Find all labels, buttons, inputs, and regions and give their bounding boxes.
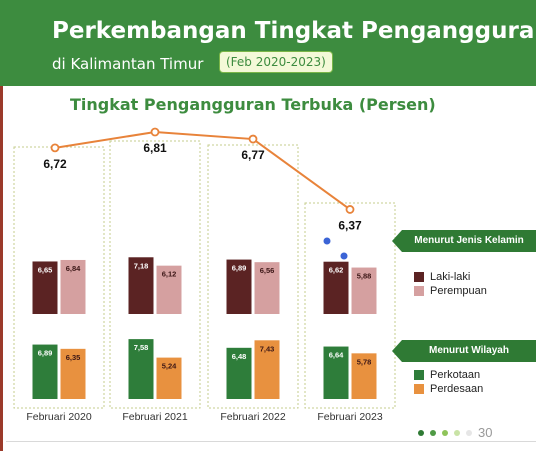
bar-perempuan xyxy=(156,265,182,314)
panel-februari-2021 xyxy=(109,140,201,409)
data-label-perkotaan: 7,58 xyxy=(134,343,149,352)
data-label-perdesaan: 5,24 xyxy=(162,362,177,371)
data-label-perdesaan: 7,43 xyxy=(260,344,275,353)
total-label: 6,81 xyxy=(143,141,167,155)
bar-perdesaan xyxy=(254,340,280,399)
chart-title: Tingkat Pengangguran Terbuka (Persen) xyxy=(70,95,436,114)
page-dot xyxy=(466,430,472,436)
region-section-tag: Menurut Wilayah xyxy=(392,340,536,362)
data-label-perdesaan: 6,35 xyxy=(66,353,81,362)
region-legend: Perkotaan Perdesaan xyxy=(414,368,483,396)
legend-label-perkotaan: Perkotaan xyxy=(430,369,481,381)
data-label-perempuan: 6,84 xyxy=(66,264,81,273)
panel-februari-2023 xyxy=(304,202,396,409)
legend-swatch-perdesaan xyxy=(414,384,424,394)
legend-label-laki: Laki-laki xyxy=(430,271,471,283)
category-label-februari-2021: Februari 2021 xyxy=(122,411,188,423)
bar-perkotaan xyxy=(128,339,154,399)
left-edge-stripe xyxy=(0,0,3,451)
page-subtitle: di Kalimantan Timur xyxy=(52,55,204,73)
total-label: 6,37 xyxy=(338,218,362,232)
gender-legend: Laki-laki Perempuan xyxy=(414,270,487,298)
category-label-februari-2023: Februari 2023 xyxy=(317,411,383,423)
total-point xyxy=(248,134,258,144)
data-label-laki-laki: 6,65 xyxy=(38,265,53,274)
legend-swatch-laki xyxy=(414,272,424,282)
bar-laki-laki xyxy=(323,261,349,314)
bar-perempuan xyxy=(60,259,86,314)
bar-perdesaan xyxy=(351,353,377,399)
total-label: 6,72 xyxy=(43,157,67,171)
data-label-laki-laki: 6,62 xyxy=(329,266,344,275)
panel-februari-2020 xyxy=(13,146,105,409)
panel-februari-2022 xyxy=(207,144,299,409)
period-badge: (Feb 2020-2023) xyxy=(219,51,333,73)
bar-perempuan xyxy=(254,262,280,314)
legend-label-perempuan: Perempuan xyxy=(430,285,487,297)
page-dot xyxy=(418,430,424,436)
data-label-perkotaan: 6,48 xyxy=(232,352,247,361)
page-title: Perkembangan Tingkat Pengangguran xyxy=(52,18,536,44)
bar-perdesaan xyxy=(156,357,182,399)
category-label-februari-2020: Februari 2020 xyxy=(26,411,92,423)
bar-laki-laki xyxy=(226,259,252,314)
total-point xyxy=(50,143,60,153)
data-label-perempuan: 6,56 xyxy=(260,266,275,275)
total-label: 6,77 xyxy=(241,148,265,162)
bar-laki-laki xyxy=(128,257,154,314)
page-dot xyxy=(430,430,436,436)
page-number: 30 xyxy=(478,425,493,440)
data-label-laki-laki: 7,18 xyxy=(134,261,149,270)
legend-item-perkotaan: Perkotaan xyxy=(414,368,483,382)
data-label-perkotaan: 6,64 xyxy=(329,351,344,360)
legend-swatch-perempuan xyxy=(414,286,424,296)
data-label-perkotaan: 6,89 xyxy=(38,349,53,358)
page-dot xyxy=(454,430,460,436)
data-label-perempuan: 5,88 xyxy=(357,272,372,281)
gender-section-tag: Menurut Jenis Kelamin xyxy=(392,230,536,252)
legend-label-perdesaan: Perdesaan xyxy=(430,383,484,395)
data-label-perdesaan: 5,78 xyxy=(357,357,372,366)
data-label-perempuan: 6,12 xyxy=(162,270,177,279)
bar-perdesaan xyxy=(60,348,86,399)
bar-perkotaan xyxy=(32,344,58,399)
legend-item-perdesaan: Perdesaan xyxy=(414,382,483,396)
total-line xyxy=(54,130,351,211)
legend-item-laki: Laki-laki xyxy=(414,270,487,284)
bar-perkotaan xyxy=(226,347,252,399)
footer-divider xyxy=(6,441,536,442)
header-banner: Perkembangan Tingkat Pengangguran di Kal… xyxy=(0,0,536,86)
annotation-marker xyxy=(323,237,331,245)
annotation-marker xyxy=(340,252,348,260)
data-label-laki-laki: 6,89 xyxy=(232,264,247,273)
legend-swatch-perkotaan xyxy=(414,370,424,380)
total-point xyxy=(150,127,160,137)
page-dots xyxy=(418,430,478,436)
total-point xyxy=(345,205,355,214)
bar-perkotaan xyxy=(323,346,349,399)
bar-laki-laki xyxy=(32,261,58,314)
category-label-februari-2022: Februari 2022 xyxy=(220,411,286,423)
page-dot xyxy=(442,430,448,436)
bar-perempuan xyxy=(351,267,377,314)
legend-item-perempuan: Perempuan xyxy=(414,284,487,298)
